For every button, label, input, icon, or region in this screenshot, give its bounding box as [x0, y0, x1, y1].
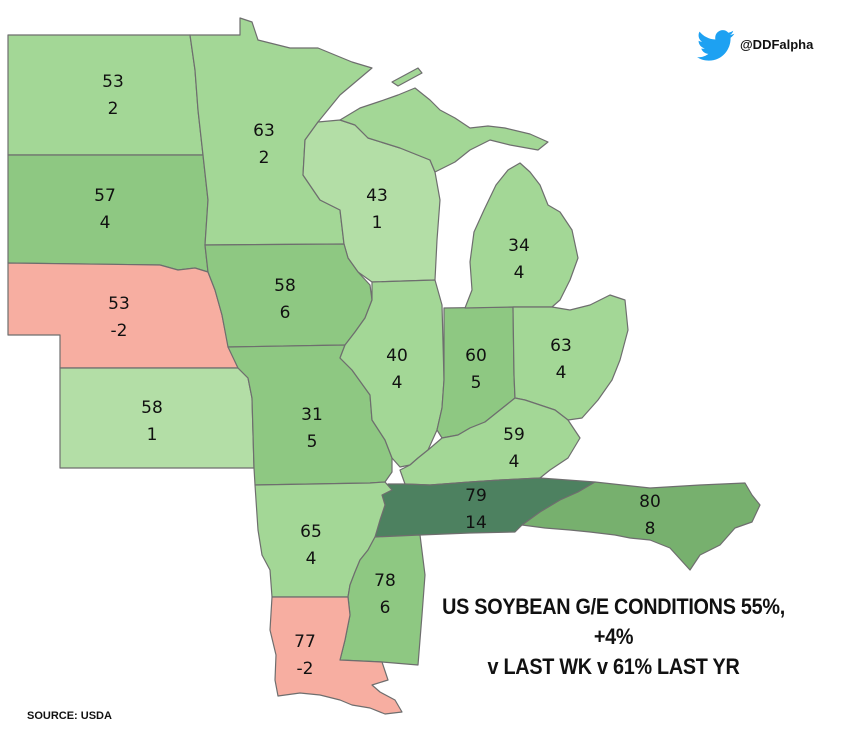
- ge-value: 53: [108, 294, 130, 314]
- label-ohio: 634: [550, 336, 572, 383]
- state-kentucky[interactable]: [399, 397, 581, 486]
- change-value: 5: [307, 432, 318, 452]
- label-north-carolina: 808: [639, 492, 661, 539]
- headline-line-1: US SOYBEAN G/E CONDITIONS 55%, +4%: [442, 594, 785, 649]
- ge-value: 80: [639, 492, 661, 512]
- state-north-dakota[interactable]: [7, 34, 204, 156]
- change-value: 5: [471, 373, 482, 393]
- ge-value: 60: [465, 346, 487, 366]
- change-value: -2: [297, 659, 314, 679]
- label-iowa: 586: [274, 276, 296, 323]
- change-value: -2: [111, 321, 128, 341]
- state-louisiana[interactable]: [269, 596, 403, 715]
- state-michigan[interactable]: [464, 162, 579, 309]
- state-nebraska[interactable]: [7, 262, 239, 369]
- change-value: 6: [380, 598, 391, 618]
- label-minnesota: 632: [253, 121, 275, 168]
- change-value: 14: [465, 513, 487, 533]
- ge-value: 77: [294, 632, 316, 652]
- change-value: 1: [147, 425, 158, 445]
- change-value: 6: [280, 303, 291, 323]
- ge-value: 43: [366, 186, 388, 206]
- ge-value: 53: [102, 72, 124, 92]
- label-louisiana: 77-2: [294, 632, 316, 679]
- source-note: SOURCE: USDA: [27, 710, 112, 722]
- change-value: 4: [509, 452, 520, 472]
- state-kansas[interactable]: [59, 367, 255, 469]
- label-south-dakota: 574: [94, 186, 116, 233]
- ge-value: 79: [465, 486, 487, 506]
- change-value: 4: [306, 549, 317, 569]
- state-michigan-upper[interactable]: [339, 87, 549, 173]
- ge-value: 57: [94, 186, 116, 206]
- map-headline: US SOYBEAN G/E CONDITIONS 55%, +4% v LAS…: [420, 592, 807, 682]
- label-kansas: 581: [141, 398, 163, 445]
- label-missouri: 315: [301, 405, 323, 452]
- twitter-bird-icon: [697, 30, 735, 61]
- ge-value: 40: [386, 346, 408, 366]
- label-mississippi: 786: [374, 571, 396, 618]
- change-value: 1: [372, 213, 383, 233]
- change-value: 4: [100, 213, 111, 233]
- ge-value: 63: [550, 336, 572, 356]
- isle-royale: [391, 67, 423, 87]
- change-value: 2: [259, 148, 270, 168]
- label-kentucky: 594: [503, 425, 525, 472]
- change-value: 2: [108, 99, 119, 119]
- headline-line-2: v LAST WK v 61% LAST YR: [487, 654, 740, 679]
- ge-value: 31: [301, 405, 323, 425]
- ge-value: 59: [503, 425, 525, 445]
- change-value: 4: [514, 263, 525, 283]
- label-wisconsin: 431: [366, 186, 388, 233]
- label-indiana: 605: [465, 346, 487, 393]
- label-illinois: 404: [386, 346, 408, 393]
- ge-value: 78: [374, 571, 396, 591]
- state-north-carolina[interactable]: [521, 481, 761, 571]
- label-nebraska: 53-2: [108, 294, 130, 341]
- label-arkansas: 654: [300, 522, 322, 569]
- ge-value: 34: [508, 236, 530, 256]
- ge-value: 58: [141, 398, 163, 418]
- ge-value: 65: [300, 522, 322, 542]
- ge-value: 58: [274, 276, 296, 296]
- change-value: 8: [645, 519, 656, 539]
- label-north-dakota: 532: [102, 72, 124, 119]
- state-labels: 532 574 53-2 581 632 586 315 654 77-2 43…: [94, 72, 661, 679]
- change-value: 4: [392, 373, 403, 393]
- twitter-handle: @DDFalpha: [740, 37, 814, 52]
- label-michigan: 344: [508, 236, 530, 283]
- change-value: 4: [556, 363, 567, 383]
- ge-value: 63: [253, 121, 275, 141]
